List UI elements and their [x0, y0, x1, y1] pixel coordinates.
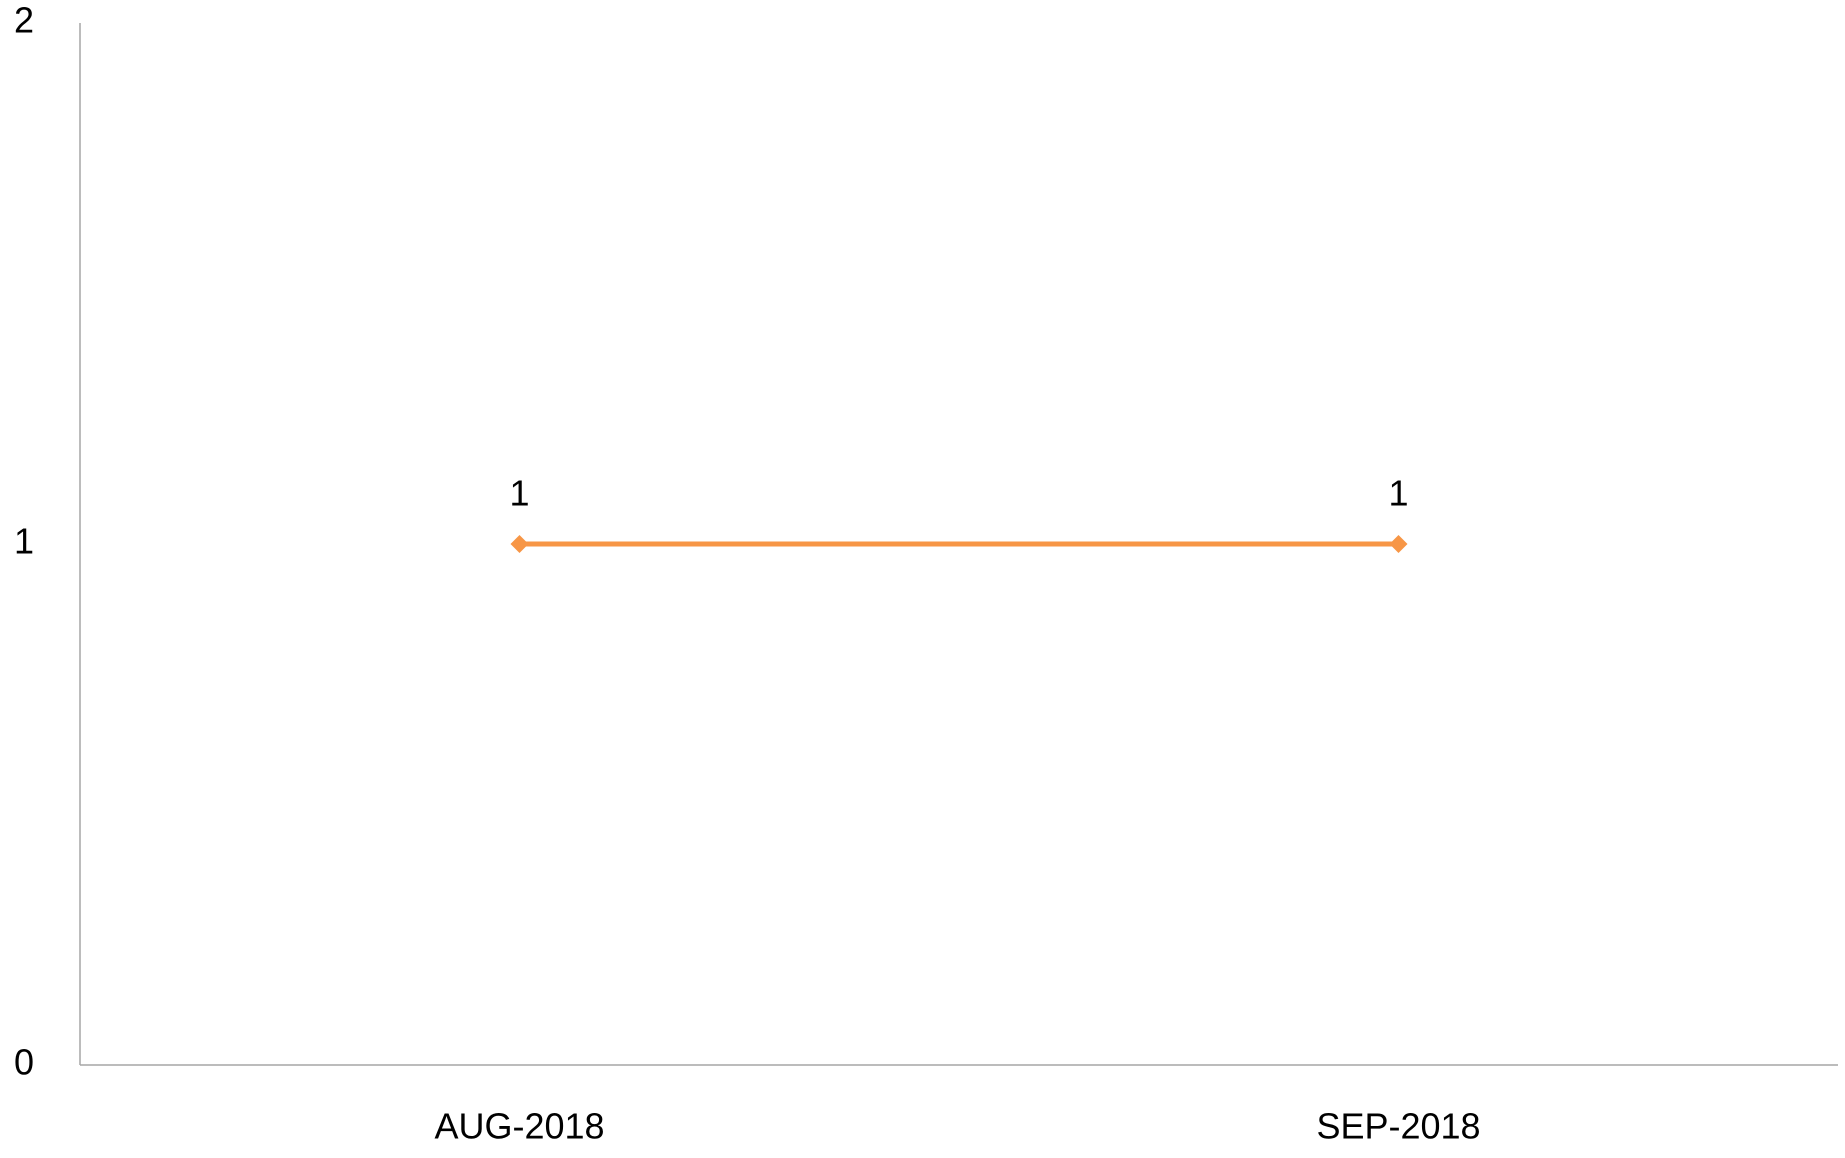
x-tick-label: SEP-2018 [1316, 1106, 1480, 1147]
x-tick-label: AUG-2018 [434, 1106, 604, 1147]
y-tick-label: 1 [14, 521, 34, 562]
y-tick-label: 0 [14, 1042, 34, 1083]
data-label: 1 [509, 473, 529, 514]
marker [1389, 535, 1408, 553]
marker [510, 535, 529, 553]
data-label: 1 [1388, 473, 1408, 514]
y-tick-label: 2 [14, 0, 34, 41]
